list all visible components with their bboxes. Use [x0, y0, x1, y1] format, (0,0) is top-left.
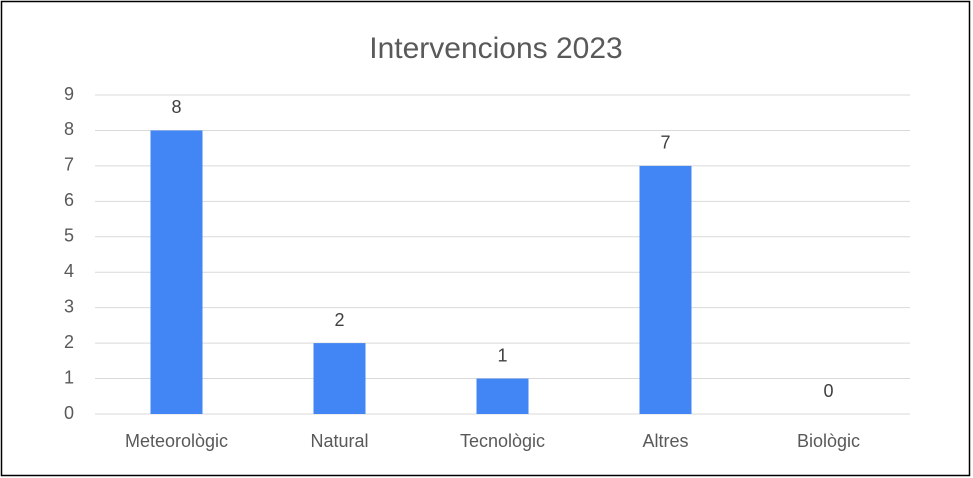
bar [313, 343, 366, 414]
y-tick-label: 1 [64, 367, 74, 387]
value-label: 7 [660, 133, 670, 153]
value-label: 1 [497, 345, 507, 365]
y-tick-label: 4 [64, 261, 74, 281]
y-tick-label: 0 [64, 403, 74, 423]
value-label: 0 [823, 381, 833, 401]
chart-title: Intervencions 2023 [369, 32, 623, 65]
y-tick-label: 6 [64, 190, 74, 210]
y-tick-label: 2 [64, 332, 74, 352]
bar [150, 130, 203, 414]
y-tick-label: 3 [64, 296, 74, 316]
x-tick-label: Altres [642, 431, 688, 451]
x-tick-label: Tecnològic [460, 431, 545, 451]
value-label: 2 [334, 310, 344, 330]
y-tick-label: 5 [64, 226, 74, 246]
y-tick-label: 9 [64, 84, 74, 104]
y-tick-label: 7 [64, 155, 74, 175]
bar [639, 165, 692, 414]
x-tick-label: Natural [310, 431, 368, 451]
x-tick-label: Biològic [797, 431, 860, 451]
bar [476, 378, 529, 414]
x-tick-label: Meteorològic [125, 431, 228, 451]
value-label: 8 [171, 97, 181, 117]
y-tick-label: 8 [64, 119, 74, 139]
